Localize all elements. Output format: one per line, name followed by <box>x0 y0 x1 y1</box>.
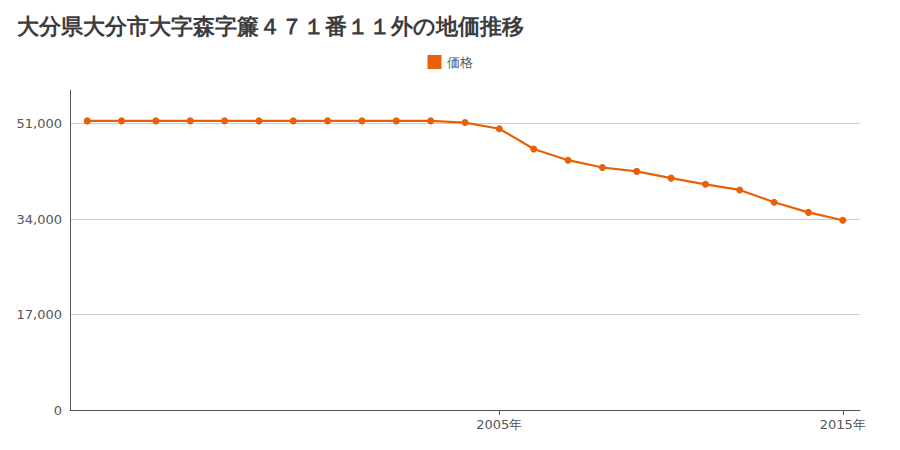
svg-text:2005年: 2005年 <box>476 417 522 432</box>
svg-text:価格: 価格 <box>447 55 473 70</box>
svg-text:2015年: 2015年 <box>820 417 866 432</box>
svg-text:51,000: 51,000 <box>17 116 63 131</box>
svg-text:大分県大分市大字森字簾４７１番１１外の地価推移: 大分県大分市大字森字簾４７１番１１外の地価推移 <box>17 14 524 39</box>
svg-text:17,000: 17,000 <box>17 307 63 322</box>
svg-text:0: 0 <box>54 403 62 418</box>
svg-text:34,000: 34,000 <box>17 212 63 227</box>
